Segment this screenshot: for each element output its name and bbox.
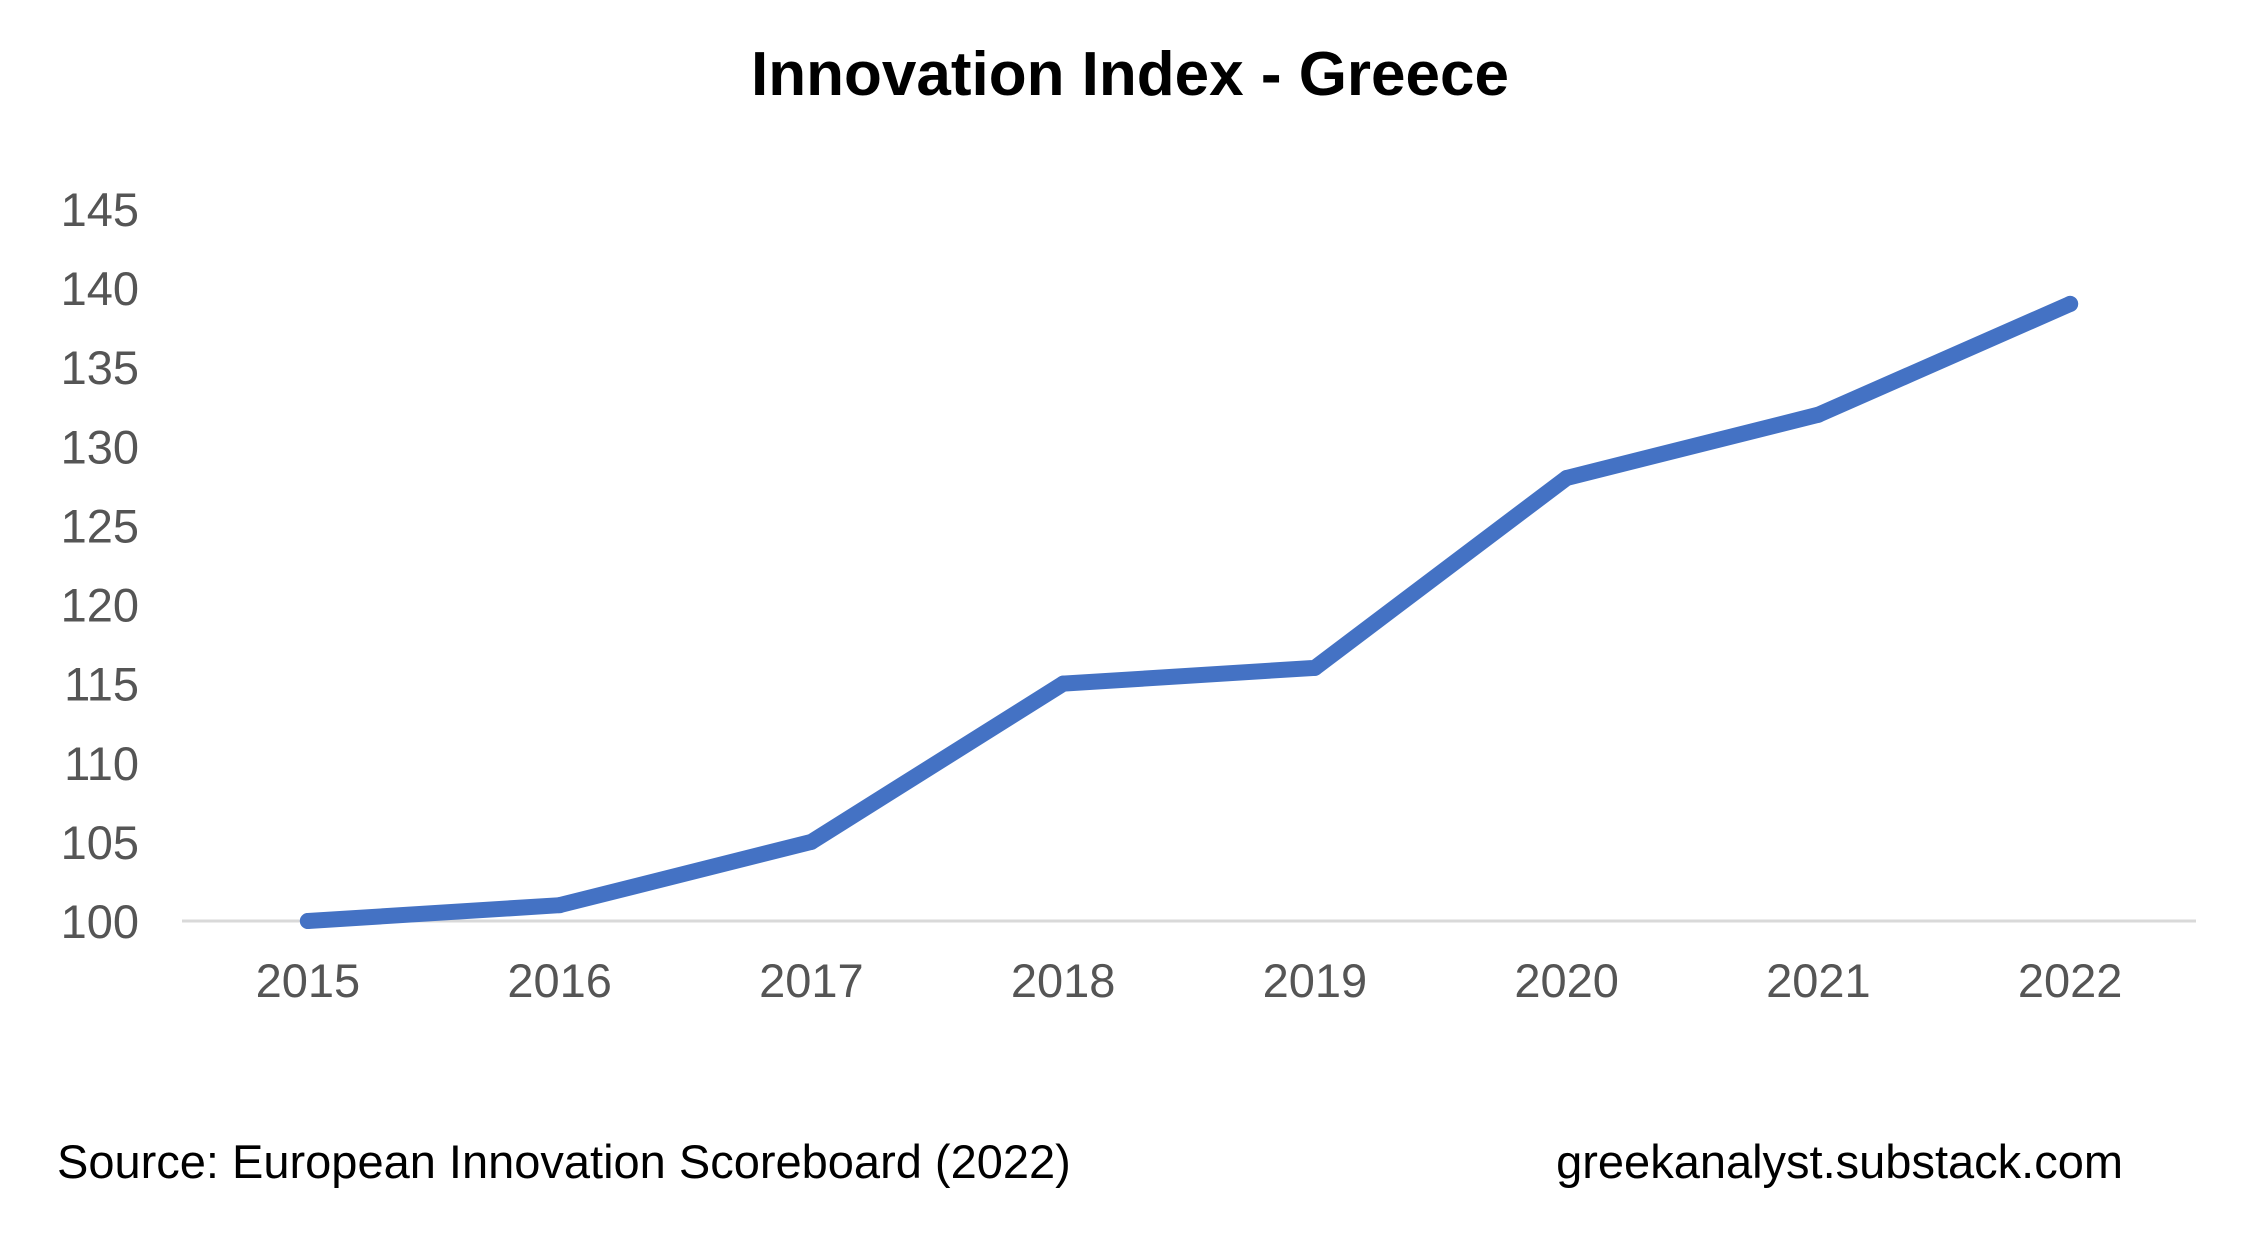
data-point <box>551 897 568 914</box>
y-tick-label: 145 <box>61 183 139 236</box>
x-tick-label: 2018 <box>1011 954 1116 1007</box>
data-point <box>1558 469 1575 486</box>
data-point <box>1810 406 1827 423</box>
y-tick-label: 125 <box>61 499 139 552</box>
y-tick-label: 120 <box>61 579 139 632</box>
x-tick-label: 2016 <box>507 954 612 1007</box>
data-point <box>1055 675 1072 692</box>
y-axis-tick-labels: 100 105 110 115 120 125 130 135 140 145 <box>61 183 139 948</box>
series-line <box>299 295 2079 929</box>
data-point <box>299 913 316 929</box>
x-tick-label: 2015 <box>256 954 361 1007</box>
data-point <box>1306 659 1323 676</box>
site-credit: greekanalyst.substack.com <box>1556 1135 2123 1188</box>
data-point <box>803 833 820 850</box>
y-tick-label: 130 <box>61 420 139 473</box>
x-tick-label: 2020 <box>1514 954 1619 1007</box>
x-tick-label: 2017 <box>759 954 864 1007</box>
y-tick-label: 105 <box>61 816 139 869</box>
series-layer <box>299 295 2079 929</box>
source-note: Source: European Innovation Scoreboard (… <box>57 1135 1071 1188</box>
y-tick-label: 115 <box>64 658 139 711</box>
chart-title: Innovation Index - Greece <box>751 40 1509 109</box>
x-axis-tick-labels: 2015 2016 2017 2018 2019 2020 2021 2022 <box>256 954 2123 1007</box>
x-tick-label: 2021 <box>1766 954 1871 1007</box>
y-tick-label: 100 <box>61 895 139 948</box>
y-tick-label: 135 <box>61 341 139 394</box>
y-tick-label: 140 <box>61 262 139 315</box>
data-point <box>2062 295 2079 312</box>
x-tick-label: 2019 <box>1263 954 1368 1007</box>
x-tick-label: 2022 <box>2018 954 2123 1007</box>
y-tick-label: 110 <box>64 737 139 790</box>
